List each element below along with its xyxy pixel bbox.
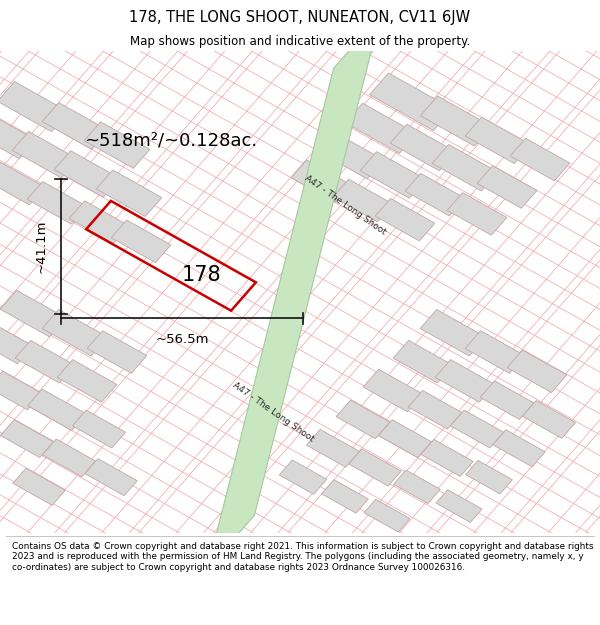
Polygon shape <box>447 192 507 235</box>
Polygon shape <box>336 400 390 439</box>
Polygon shape <box>390 124 456 171</box>
Polygon shape <box>0 112 36 159</box>
Polygon shape <box>0 162 45 205</box>
Polygon shape <box>28 389 86 431</box>
Polygon shape <box>507 350 567 392</box>
Polygon shape <box>57 359 117 403</box>
Polygon shape <box>54 151 120 198</box>
Polygon shape <box>379 420 431 457</box>
Polygon shape <box>291 160 351 202</box>
Polygon shape <box>0 321 33 364</box>
Polygon shape <box>307 429 359 468</box>
Polygon shape <box>43 439 95 477</box>
Polygon shape <box>42 102 108 149</box>
Polygon shape <box>42 309 108 356</box>
Text: 178: 178 <box>181 265 221 285</box>
Polygon shape <box>432 144 498 191</box>
Polygon shape <box>73 410 125 448</box>
Polygon shape <box>0 371 42 410</box>
Polygon shape <box>360 152 426 198</box>
Text: ~518m²/~0.128ac.: ~518m²/~0.128ac. <box>84 131 257 149</box>
Text: 178, THE LONG SHOOT, NUNEATON, CV11 6JW: 178, THE LONG SHOOT, NUNEATON, CV11 6JW <box>130 10 470 25</box>
Polygon shape <box>333 179 393 222</box>
Polygon shape <box>87 331 147 373</box>
Polygon shape <box>322 479 368 513</box>
Polygon shape <box>370 73 452 131</box>
Polygon shape <box>420 309 486 356</box>
Polygon shape <box>421 96 491 146</box>
Text: A47 - The Long Shoot: A47 - The Long Shoot <box>230 381 316 444</box>
Polygon shape <box>15 341 75 383</box>
Polygon shape <box>394 470 440 504</box>
Polygon shape <box>477 166 537 208</box>
Polygon shape <box>451 410 503 448</box>
Polygon shape <box>69 201 129 243</box>
Polygon shape <box>466 461 512 494</box>
Text: A47 - The Long Shoot: A47 - The Long Shoot <box>302 174 388 237</box>
Polygon shape <box>435 359 495 403</box>
Polygon shape <box>523 401 575 438</box>
Polygon shape <box>85 459 137 496</box>
Polygon shape <box>493 430 545 467</box>
Polygon shape <box>279 460 327 494</box>
Polygon shape <box>13 468 65 506</box>
Polygon shape <box>465 331 525 373</box>
Polygon shape <box>1 420 53 457</box>
Polygon shape <box>465 117 531 164</box>
Polygon shape <box>393 341 453 383</box>
Text: ~41.1m: ~41.1m <box>35 219 48 273</box>
Polygon shape <box>0 290 66 337</box>
Polygon shape <box>349 449 401 486</box>
Polygon shape <box>12 131 78 178</box>
Polygon shape <box>363 369 423 412</box>
Polygon shape <box>318 132 384 179</box>
Polygon shape <box>480 381 534 419</box>
Polygon shape <box>84 122 150 168</box>
Polygon shape <box>96 170 162 216</box>
Polygon shape <box>405 173 465 216</box>
Polygon shape <box>510 138 570 181</box>
Polygon shape <box>208 15 380 569</box>
Text: Contains OS data © Crown copyright and database right 2021. This information is : Contains OS data © Crown copyright and d… <box>12 542 593 571</box>
Polygon shape <box>27 181 87 224</box>
Polygon shape <box>0 81 68 132</box>
Polygon shape <box>375 198 435 241</box>
Text: Map shows position and indicative extent of the property.: Map shows position and indicative extent… <box>130 35 470 48</box>
Polygon shape <box>408 391 462 429</box>
Polygon shape <box>346 103 416 153</box>
Text: ~56.5m: ~56.5m <box>155 332 209 346</box>
Polygon shape <box>421 439 473 476</box>
Polygon shape <box>436 489 482 522</box>
Polygon shape <box>364 499 410 532</box>
Polygon shape <box>111 220 171 262</box>
